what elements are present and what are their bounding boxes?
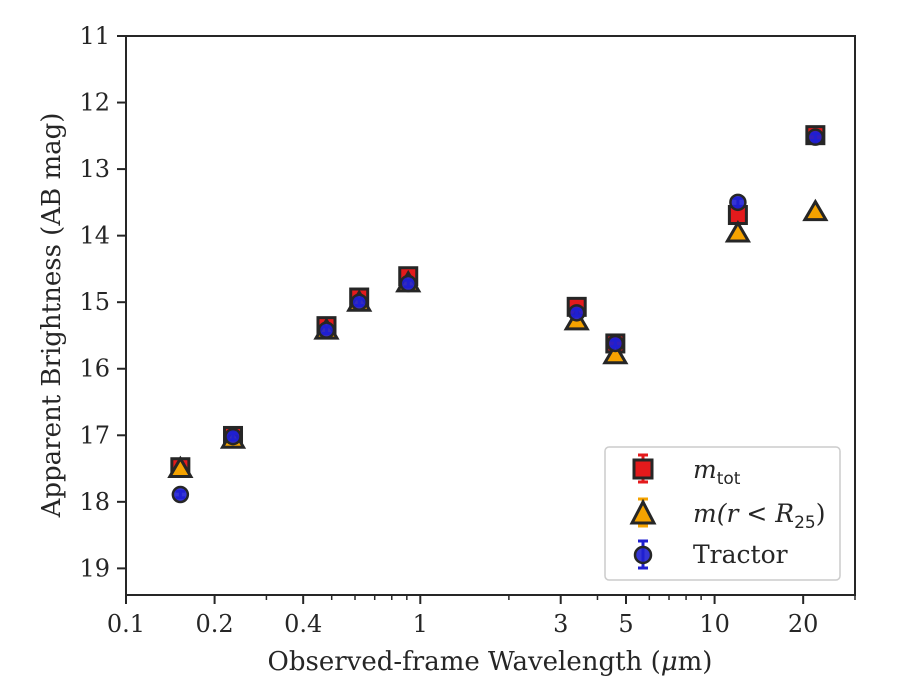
legend: mtot m(r < R25) Tractor (604, 446, 841, 581)
data-point-mr25 (724, 220, 752, 243)
y-tick-label: 18 (79, 488, 110, 516)
data-point-mr25 (167, 455, 194, 479)
data-point-tractor (606, 334, 625, 353)
legend-tractor-label: Tractor (693, 540, 788, 569)
y-axis-title: Apparent Brightness (AB mag) (37, 113, 67, 519)
y-tick-label: 19 (79, 554, 110, 582)
data-point-tractor (399, 274, 417, 293)
data-point-tractor (350, 293, 368, 311)
y-tick-label: 11 (79, 22, 110, 50)
legend-mtot-marker (632, 458, 654, 480)
legend-mr25-marker (629, 498, 657, 525)
y-tick-label: 12 (79, 89, 110, 117)
y-tick-label: 17 (79, 421, 110, 449)
data-point-mr25 (802, 198, 829, 222)
data-point-tractor (171, 485, 190, 504)
x-tick-label: 1 (413, 610, 428, 638)
legend-entry-mtot: mtot (632, 453, 741, 489)
legend-mr25-label: m(r < R25) (693, 499, 826, 533)
plot-frame (125, 35, 856, 596)
x-tick-label: 5 (618, 610, 633, 638)
legend-entry-tractor: Tractor (633, 539, 788, 570)
legend-mtot-label: mtot (693, 455, 741, 489)
data-point-tractor (729, 193, 747, 212)
x-tick-label: 3 (553, 610, 568, 638)
data-point-tractor (806, 128, 825, 146)
legend-entry-mr25: m(r < R25) (629, 497, 826, 533)
y-tick-label: 16 (79, 355, 110, 383)
y-tick-label: 13 (79, 155, 110, 183)
y-tick-label: 15 (79, 288, 110, 316)
data-point-mr25 (602, 341, 629, 365)
y-tick-label: 14 (79, 222, 110, 250)
x-tick-label: 0.4 (284, 610, 322, 638)
legend-frame (604, 446, 841, 581)
x-tick-label: 0.1 (107, 610, 145, 638)
legend-tractor-marker (633, 545, 653, 565)
x-axis-title: Observed-frame Wavelength (μm) (268, 647, 713, 677)
data-point-tractor (317, 321, 336, 339)
x-tick-label: 10 (699, 610, 730, 638)
data-point-tractor (567, 304, 586, 322)
x-tick-label: 0.2 (196, 610, 234, 638)
data-point-tractor (224, 427, 242, 446)
x-tick-label: 20 (788, 610, 819, 638)
